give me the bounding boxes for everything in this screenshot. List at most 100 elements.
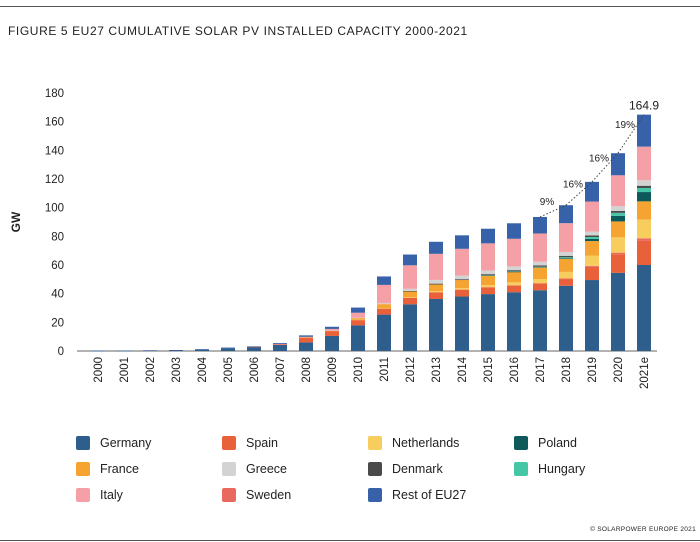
bottom-rule (0, 540, 700, 541)
bar-germany-2004 (195, 349, 209, 351)
bar-netherlands-2018 (559, 271, 573, 279)
bar-germany-2013 (429, 298, 443, 351)
bar-italy-2013 (429, 253, 443, 280)
bar-greece-2011 (377, 303, 391, 305)
growth-connector (565, 181, 593, 206)
bar-france-2015 (481, 275, 495, 286)
legend-label: Denmark (392, 462, 443, 476)
bar-poland-2019 (585, 238, 599, 242)
growth-label: 16% (563, 180, 583, 191)
bar-france-2016 (507, 272, 521, 283)
bar-germany-2020 (611, 272, 625, 351)
legend-swatch (222, 462, 236, 476)
legend-swatch (76, 462, 90, 476)
bar-netherlands-2016 (507, 282, 521, 286)
legend-swatch (514, 436, 528, 450)
bar-spain-2010 (351, 319, 365, 326)
bar-denmark-2019 (585, 235, 599, 238)
legend-swatch (222, 436, 236, 450)
figure-title: FIGURE 5 EU27 CUMULATIVE SOLAR PV INSTAL… (8, 24, 468, 38)
bar-spain-2017 (533, 283, 547, 291)
bar-france-2008 (299, 337, 313, 338)
x-tick-label: 2000 (93, 357, 105, 383)
bar-greece-2021e (637, 180, 651, 186)
y-tick-label: 0 (58, 346, 64, 358)
x-tick-label: 2017 (535, 357, 547, 383)
legend-label: France (100, 462, 139, 476)
bar-greece-2015 (481, 270, 495, 275)
bar-rest-of-eu27-2009 (325, 326, 339, 329)
x-tick-label: 2011 (379, 357, 391, 382)
legend-swatch (76, 488, 90, 502)
bar-spain-2012 (403, 297, 417, 305)
bar-poland-2018 (559, 258, 573, 259)
bar-rest-of-eu27-2002 (143, 350, 157, 351)
bar-netherlands-2014 (455, 288, 469, 290)
bar-spain-2016 (507, 285, 521, 293)
x-tick-label: 2009 (327, 357, 339, 383)
legend-item: Rest of EU27 (368, 486, 466, 504)
bar-sweden-2020 (611, 252, 625, 255)
bar-italy-2018 (559, 223, 573, 252)
bar-germany-2016 (507, 292, 521, 351)
bar-rest-of-eu27-2008 (299, 335, 313, 337)
chart-legend: Germany Spain Netherlands Poland France Greec… (76, 434, 636, 514)
bar-greece-2014 (455, 275, 469, 280)
bar-denmark-2015 (481, 274, 495, 276)
bar-rest-of-eu27-2010 (351, 307, 365, 313)
legend-swatch (514, 462, 528, 476)
legend-item: Netherlands (368, 434, 459, 452)
legend-item: Denmark (368, 460, 443, 478)
bar-germany-2005 (221, 348, 235, 351)
bar-greece-2010 (351, 317, 365, 319)
bar-france-2012 (403, 291, 417, 298)
y-tick-label: 120 (45, 174, 64, 186)
legend-item: Greece (222, 460, 287, 478)
bar-germany-2012 (403, 304, 417, 351)
bar-rest-of-eu27-2001 (117, 350, 131, 352)
bar-denmark-2014 (455, 279, 469, 281)
bar-italy-2007 (273, 343, 287, 345)
x-tick-label: 2005 (223, 357, 235, 383)
bar-netherlands-2015 (481, 285, 495, 288)
bar-italy-2008 (299, 336, 313, 338)
bar-hungary-2015 (481, 275, 495, 276)
bar-poland-2017 (533, 267, 547, 268)
legend-swatch (368, 462, 382, 476)
copyright-credit: © SOLARPOWER EUROPE 2021 (590, 526, 696, 533)
legend-label: Germany (100, 436, 152, 450)
x-tick-label: 2018 (561, 357, 573, 383)
x-tick-label: 2020 (613, 357, 625, 383)
x-tick-label: 2007 (275, 357, 287, 383)
bar-rest-of-eu27-2011 (377, 276, 391, 285)
bar-denmark-2013 (429, 283, 443, 285)
legend-label: Spain (246, 436, 278, 450)
legend-label: Rest of EU27 (392, 488, 467, 502)
legend-item: France (76, 460, 139, 478)
bar-sweden-2018 (559, 278, 573, 280)
y-tick-label: 20 (51, 317, 64, 329)
bar-netherlands-2019 (585, 255, 599, 266)
bar-greece-2009 (325, 330, 339, 332)
bar-france-2017 (533, 267, 547, 280)
top-rule (0, 6, 700, 7)
x-tick-label: 2001 (119, 357, 131, 383)
growth-connector (617, 114, 645, 154)
bar-germany-2019 (585, 280, 599, 351)
growth-label: 16% (589, 154, 609, 165)
bar-spain-2013 (429, 292, 443, 299)
bar-sweden-2015 (481, 287, 495, 288)
bar-greece-2017 (533, 261, 547, 266)
bar-rest-of-eu27-2003 (169, 349, 183, 351)
bar-germany-2002 (143, 350, 157, 352)
x-tick-label: 2002 (145, 357, 157, 383)
bar-rest-of-eu27-2000 (91, 350, 105, 352)
bar-italy-2017 (533, 233, 547, 262)
bar-sweden-2017 (533, 283, 547, 284)
growth-connector (539, 204, 567, 218)
bar-rest-of-eu27-2013 (429, 241, 443, 254)
bar-hungary-2017 (533, 266, 547, 268)
bar-germany-2021e (637, 265, 651, 351)
bar-italy-2019 (585, 201, 599, 232)
bar-spain-2015 (481, 287, 495, 295)
